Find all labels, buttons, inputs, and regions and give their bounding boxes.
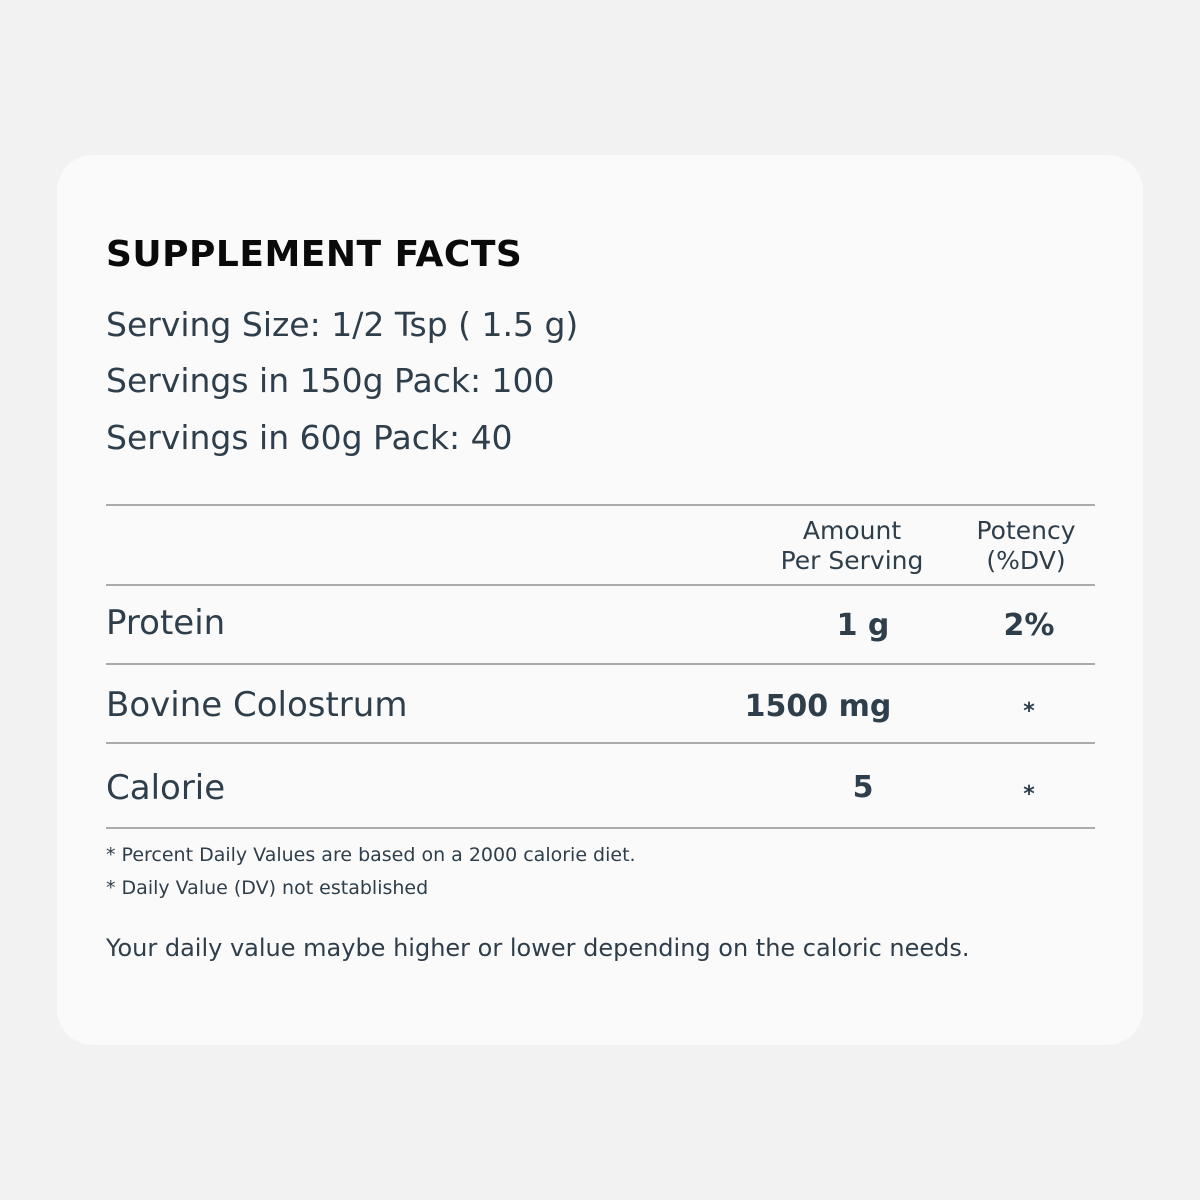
potency-header-line2: (%DV) bbox=[986, 546, 1066, 575]
divider bbox=[106, 827, 1095, 829]
supplement-facts-card bbox=[57, 155, 1143, 1045]
serving-size: Serving Size: 1/2 Tsp ( 1.5 g) bbox=[106, 305, 579, 344]
page-title: SUPPLEMENT FACTS bbox=[106, 234, 523, 275]
servings-150g: Servings in 150g Pack: 100 bbox=[106, 361, 555, 400]
daily-value-note: Your daily value maybe higher or lower d… bbox=[106, 934, 970, 962]
row-potency-bovine-colostrum: * bbox=[1023, 699, 1035, 724]
row-potency-protein: 2% bbox=[1003, 608, 1055, 643]
amount-header: Amount Per Serving bbox=[752, 516, 952, 576]
amount-header-line1: Amount bbox=[802, 516, 902, 545]
divider bbox=[106, 742, 1095, 744]
row-amount-bovine-colostrum: 1500 mg bbox=[744, 689, 892, 724]
footnote-dv-basis: * Percent Daily Values are based on a 20… bbox=[106, 844, 636, 866]
potency-header: Potency (%DV) bbox=[956, 516, 1096, 576]
row-name-protein: Protein bbox=[106, 603, 226, 643]
row-amount-calorie: 5 bbox=[852, 770, 874, 805]
potency-header-line1: Potency bbox=[976, 516, 1076, 545]
divider bbox=[106, 663, 1095, 665]
amount-header-line2: Per Serving bbox=[780, 546, 924, 575]
row-name-calorie: Calorie bbox=[106, 768, 226, 808]
row-amount-protein: 1 g bbox=[836, 608, 890, 643]
divider bbox=[106, 504, 1095, 506]
row-potency-calorie: * bbox=[1023, 782, 1035, 807]
servings-60g: Servings in 60g Pack: 40 bbox=[106, 418, 513, 457]
row-name-bovine-colostrum: Bovine Colostrum bbox=[106, 685, 408, 725]
divider bbox=[106, 584, 1095, 586]
footnote-dv-not-established: * Daily Value (DV) not established bbox=[106, 877, 429, 899]
